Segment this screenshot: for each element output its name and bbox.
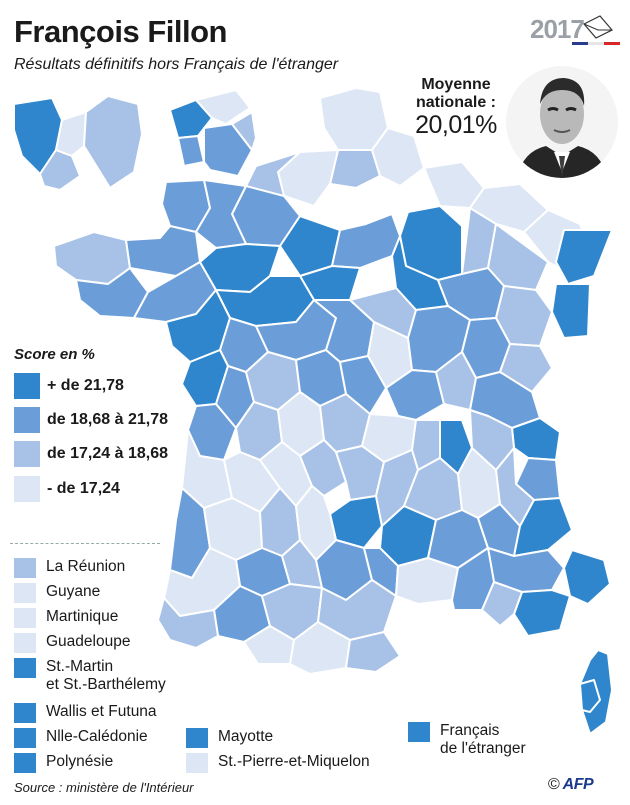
logo-year: 2017 — [530, 14, 585, 44]
national-average-label-1: Moyenne — [421, 76, 491, 93]
territory-label: Français de l'étranger — [440, 722, 526, 758]
national-average-label-2: nationale : — [415, 94, 496, 111]
territory-item: Guyane — [14, 583, 100, 603]
territory-label: La Réunion — [46, 558, 126, 575]
territory-label: Polynésie — [46, 753, 114, 770]
territory-swatch — [186, 728, 208, 748]
legend-label: de 17,24 à 18,68 — [47, 445, 168, 462]
legend-item: de 18,68 à 21,78 — [14, 407, 168, 433]
legend-item: + de 21,78 — [14, 373, 124, 399]
territory-label-line1: St.-Martin — [46, 658, 114, 675]
legend-swatch — [14, 476, 40, 502]
territory-label: Guadeloupe — [46, 633, 131, 650]
legend-divider — [10, 543, 160, 544]
election-2017-logo: 2017 — [530, 12, 620, 52]
idf-inset-west — [13, 95, 143, 191]
territory-swatch — [186, 753, 208, 773]
territory-swatch — [14, 728, 36, 748]
legend-title: Score en % — [14, 346, 95, 363]
territory-swatch — [14, 583, 36, 603]
territory-swatch — [14, 608, 36, 628]
legend-label: de 18,68 à 21,78 — [47, 411, 168, 428]
territory-label: St.-Martin et St.-Barthélemy — [46, 658, 166, 694]
territory-item: La Réunion — [14, 558, 125, 578]
legend-swatch — [14, 373, 40, 399]
territory-item: Mayotte — [186, 728, 273, 748]
national-average-value: 20,01% — [415, 111, 497, 139]
territory-swatch — [14, 658, 36, 678]
legend-item: - de 17,24 — [14, 476, 120, 502]
territory-label: Wallis et Futuna — [46, 703, 157, 720]
territory-item: Polynésie — [14, 753, 113, 773]
legend-swatch — [14, 407, 40, 433]
territory-swatch — [14, 753, 36, 773]
territory-item: Nlle-Calédonie — [14, 728, 148, 748]
copyright-icon: © — [548, 776, 560, 793]
territory-swatch — [14, 703, 36, 723]
mainland-france — [53, 87, 613, 735]
legend-swatch — [14, 441, 40, 467]
afp-credit: © AFP — [548, 776, 594, 794]
territory-label-line2: et St.-Barthélemy — [46, 676, 166, 693]
territory-label: Martinique — [46, 608, 119, 625]
territory-label: Mayotte — [218, 728, 274, 745]
page-subtitle: Résultats définitifs hors Français de l'… — [14, 56, 339, 73]
ballot-envelope-icon — [572, 15, 620, 45]
territory-item: Wallis et Futuna — [14, 703, 157, 723]
candidate-portrait — [506, 66, 618, 178]
territory-label-line1: Français — [440, 722, 500, 739]
legend-item: de 17,24 à 18,68 — [14, 441, 168, 467]
territory-label-line2: de l'étranger — [440, 740, 526, 757]
territory-swatch — [408, 722, 430, 742]
territory-label: Nlle-Calédonie — [46, 728, 148, 745]
territory-swatch — [14, 558, 36, 578]
national-average: Moyenne nationale : 20,01% — [398, 76, 514, 139]
territory-label: St.-Pierre-et-Miquelon — [218, 753, 370, 770]
territory-item: Martinique — [14, 608, 118, 628]
territory-item: St.-Martin et St.-Barthélemy — [14, 658, 166, 694]
territory-item: Guadeloupe — [14, 633, 130, 653]
territory-label: Guyane — [46, 583, 101, 600]
territory-swatch — [14, 633, 36, 653]
legend-label: - de 17,24 — [47, 480, 120, 497]
territory-item: Français de l'étranger — [408, 722, 526, 758]
territory-item: St.-Pierre-et-Miquelon — [186, 753, 370, 773]
afp-logo-text: AFP — [562, 776, 594, 793]
source-note: Source : ministère de l'Intérieur — [14, 780, 194, 795]
legend-label: + de 21,78 — [47, 377, 124, 394]
idf-inset-east — [169, 89, 257, 177]
page-title: François Fillon — [14, 14, 227, 49]
